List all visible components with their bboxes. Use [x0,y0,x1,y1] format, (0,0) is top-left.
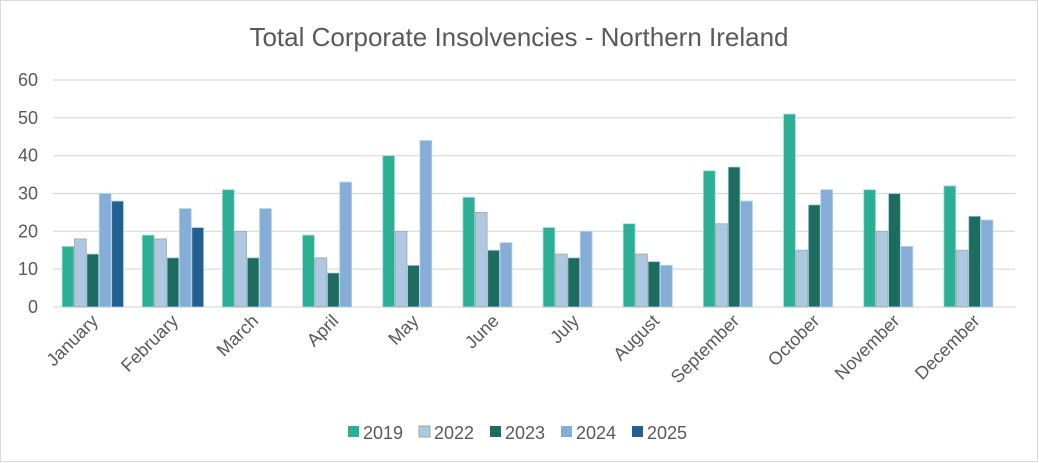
bar-2024-october [820,189,833,308]
bar-2022-february [154,238,167,308]
legend-label-2022: 2022 [434,423,474,443]
bar-2019-november [863,189,876,308]
bar-2022-june [474,212,488,308]
bar-2022-may [394,230,408,308]
y-tick-label: 20 [18,221,38,241]
bar-2019-august [622,223,636,308]
bar-2025-january [111,200,124,308]
legend-swatch-2024 [561,426,572,437]
bar-2022-january [74,238,87,308]
bar-2024-july [579,230,593,308]
bar-2023-may [407,264,420,308]
bar-2023-august [647,261,661,308]
bar-2023-october [807,204,821,308]
legend-label-2025: 2025 [647,423,687,443]
bar-2023-july [567,257,581,308]
bar-2023-january [86,253,100,308]
bar-2023-february [166,257,180,308]
bar-2022-july [555,253,568,308]
bar-2024-august [660,264,673,308]
bar-2023-march [246,257,260,308]
bar-2024-november [900,246,914,308]
bar-2019-january [61,246,75,308]
y-tick-label: 50 [18,108,38,128]
bar-2019-june [462,196,476,308]
bar-2022-november [875,230,889,308]
y-tick-label: 60 [18,70,38,90]
legend-label-2023: 2023 [505,423,545,443]
y-tick-label: 40 [18,146,38,166]
bar-2024-february [179,208,192,308]
bar-2023-april [326,272,340,308]
bar-2019-february [141,234,155,308]
bar-2019-march [222,189,235,308]
bar-2024-september [740,200,753,308]
bar-2022-december [955,249,969,308]
bar-2024-may [419,140,433,308]
legend-label-2024: 2024 [576,423,616,443]
bar-2022-august [635,253,648,308]
bar-2024-january [98,193,112,308]
bar-2022-october [795,249,809,308]
bar-2023-september [727,166,741,308]
y-tick-label: 30 [18,184,38,204]
bar-2025-february [191,227,205,308]
y-tick-label: 10 [18,259,38,279]
bar-2019-october [783,113,796,308]
y-tick-label: 0 [28,297,38,317]
bar-2022-september [715,223,729,308]
legend-label-2019: 2019 [363,423,403,443]
bar-2024-june [499,242,513,308]
bar-2019-december [943,185,957,308]
bar-2023-november [888,193,901,308]
legend-swatch-2022 [418,425,431,438]
legend-swatch-2019 [348,426,359,437]
legend-swatch-2025 [632,426,643,437]
bar-2024-march [259,208,272,308]
legend-swatch-2023 [490,426,501,437]
bar-2022-march [234,230,248,308]
bar-2019-july [542,227,556,308]
chart-title: Total Corporate Insolvencies - Northern … [249,22,788,52]
bar-2024-april [339,181,352,308]
bar-2022-april [314,257,328,308]
bar-2019-may [382,155,395,308]
bar-2019-april [302,234,315,308]
bar-2023-december [968,215,981,308]
bar-2023-june [487,249,500,308]
bar-2019-september [703,170,716,308]
bar-2024-december [980,219,994,308]
